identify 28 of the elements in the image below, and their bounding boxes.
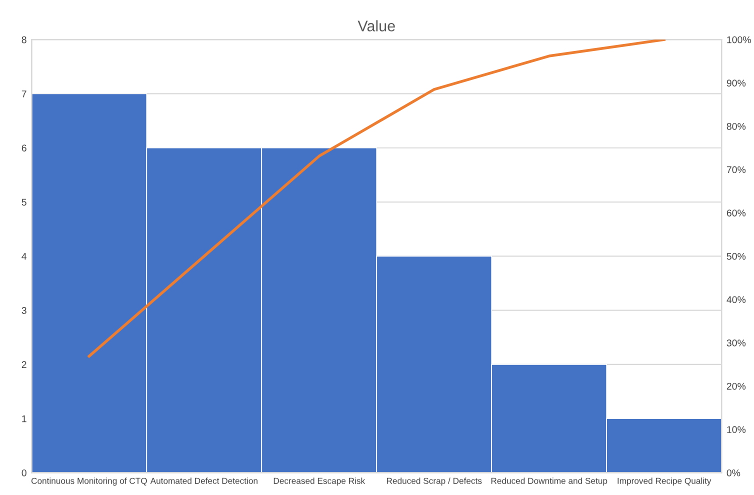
y-tick-label: 8 (22, 36, 26, 44)
chart-title: Value (358, 20, 395, 32)
y2-tick-label: 50% (726, 252, 746, 260)
y-tick-label: 5 (22, 198, 26, 206)
y2-tick-label: 10% (727, 426, 746, 434)
y2-tick-label: 60% (726, 210, 746, 216)
x-tick-label: Improved Recipe Quality (618, 478, 712, 486)
y2-tick-label: 100% (727, 36, 751, 44)
y-tick-label: 0 (22, 469, 26, 476)
y-tick-label: 4 (22, 252, 27, 260)
x-tick-label: Automated Defect Detection (150, 478, 258, 484)
y2-tick-label: 0% (726, 469, 740, 476)
y-tick-label: 3 (22, 307, 26, 314)
x-tick-label: Decreased Escape Risk (274, 478, 366, 486)
y-tick-label: 2 (22, 361, 26, 368)
y2-tick-label: 40% (726, 296, 746, 304)
y2-tick-label: 90% (726, 80, 746, 87)
y-tick-label: 6 (22, 144, 26, 152)
y2-tick-label: 80% (726, 122, 746, 130)
y-tick-label: 7 (22, 90, 26, 98)
x-tick-label: Reduced Scrap / Defects (386, 478, 482, 486)
y-tick-label: 1 (22, 415, 26, 422)
x-tick-label: Reduced Downtime and Setup (491, 478, 608, 486)
y2-tick-label: 30% (726, 340, 746, 346)
y2-tick-label: 70% (726, 166, 746, 174)
line-series (88, 40, 666, 358)
y2-tick-label: 20% (726, 382, 746, 390)
x-tick-label: Continuous Monitoring of CTQ (31, 478, 147, 486)
